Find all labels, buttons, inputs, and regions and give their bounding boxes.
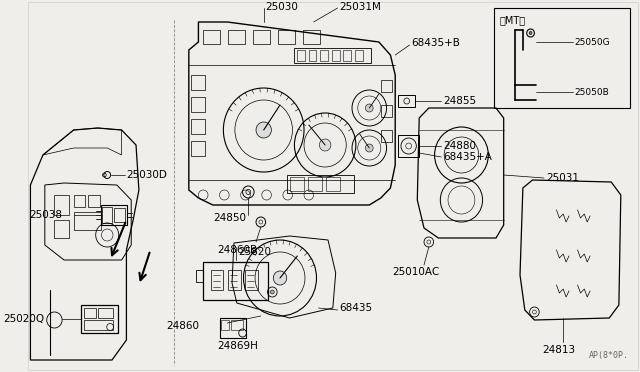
Bar [204,262,269,300]
Bar [98,308,113,318]
Text: 25050G: 25050G [575,38,611,46]
Bar [228,30,246,44]
Bar [494,8,630,108]
Bar [114,208,125,222]
Bar [220,318,246,338]
Bar [381,80,392,92]
Bar [221,320,229,330]
Text: 25030: 25030 [266,2,298,12]
Text: 25031: 25031 [546,173,579,183]
Bar [294,48,371,63]
Text: 24880: 24880 [444,141,476,151]
Bar [81,305,118,333]
Bar [321,50,328,61]
Bar [290,177,304,191]
Text: 68435: 68435 [340,303,372,313]
Bar [191,97,205,112]
Text: 25038: 25038 [29,210,62,220]
Circle shape [273,271,287,285]
Bar [88,195,100,207]
Text: 24813: 24813 [542,345,575,355]
Bar [191,141,205,156]
Bar [211,270,223,290]
Bar [54,220,69,238]
Circle shape [271,290,275,294]
Text: 25820: 25820 [238,247,271,257]
Bar [246,270,258,290]
Bar [204,30,221,44]
Bar [287,175,354,193]
Bar [398,135,419,157]
Text: 68435+A: 68435+A [444,152,492,162]
Text: 25020Q: 25020Q [4,314,45,324]
Bar [298,50,305,61]
Bar [228,270,241,290]
Text: 24860B: 24860B [218,245,258,255]
Bar [191,119,205,134]
Text: 25030D: 25030D [127,170,167,180]
Bar [231,320,243,330]
Bar [381,130,392,142]
Bar [326,177,340,191]
Text: （MT）: （MT） [500,15,526,25]
Bar [355,50,363,61]
Text: AP(8*0P.: AP(8*0P. [589,351,628,360]
Text: 24855: 24855 [444,96,476,106]
Text: 68435+B: 68435+B [412,38,460,48]
Circle shape [365,144,373,152]
Bar [100,205,127,225]
Bar [309,50,317,61]
Text: 24850: 24850 [213,213,246,223]
Text: 24869H: 24869H [218,341,259,351]
Bar [278,30,296,44]
Bar [191,75,205,90]
Bar [74,212,100,230]
Bar [74,195,85,207]
Bar [308,177,323,191]
Text: 25010AC: 25010AC [392,267,440,277]
Circle shape [256,122,271,138]
Circle shape [319,139,331,151]
Circle shape [365,104,373,112]
Circle shape [529,32,532,35]
Bar [84,308,96,318]
Bar [54,195,69,215]
Bar [332,50,340,61]
Bar [381,105,392,117]
Bar [196,270,204,282]
Bar [303,30,321,44]
Bar [398,95,415,107]
Text: 24860: 24860 [167,321,200,331]
Text: 25031M: 25031M [340,2,381,12]
Text: 25050B: 25050B [575,87,609,96]
Bar [253,30,271,44]
Bar [84,320,113,330]
Bar [344,50,351,61]
Bar [102,207,112,223]
